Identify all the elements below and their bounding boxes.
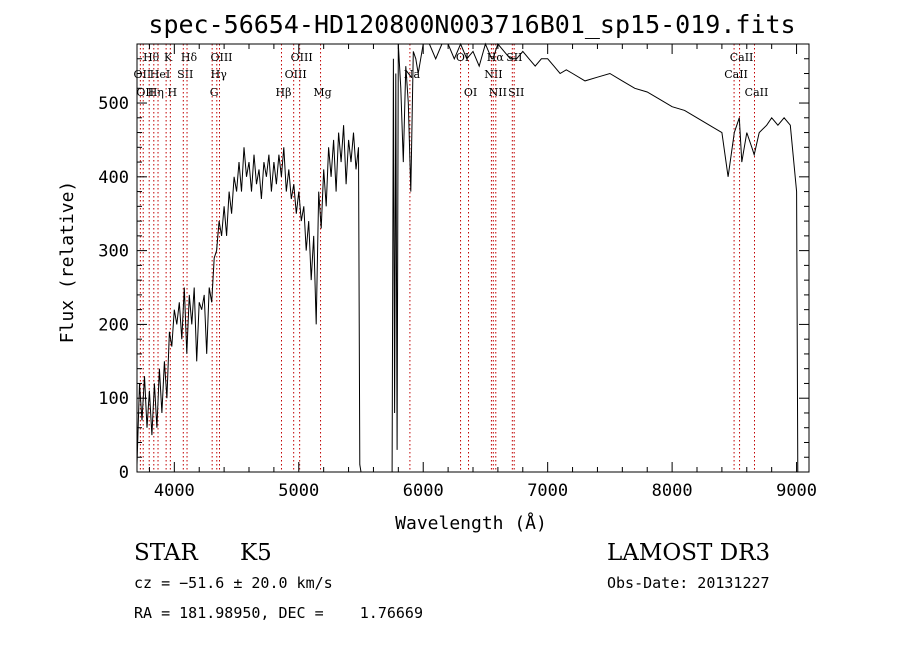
redshift-text: cz = −51.6 ± 20.0 km/s xyxy=(134,574,333,592)
x-tick-label: 7000 xyxy=(527,481,568,501)
line-marker-label: Hθ xyxy=(143,51,160,64)
obs-date: Obs-Date: 20131227 xyxy=(607,574,770,592)
y-tick-label: 300 xyxy=(98,242,129,262)
object-class: STAR xyxy=(134,540,198,566)
spectrum-line xyxy=(136,42,799,473)
line-marker-label: Na xyxy=(404,68,421,81)
line-marker-label: H xyxy=(168,86,178,99)
x-tick-label: 5000 xyxy=(278,481,319,501)
line-marker-label: NII xyxy=(484,68,502,81)
y-tick-label: 400 xyxy=(98,168,129,188)
y-tick-label: 500 xyxy=(98,94,129,114)
y-tick-label: 0 xyxy=(119,463,129,483)
plot-frame xyxy=(136,43,810,473)
x-tick-label: 4000 xyxy=(154,481,195,501)
x-axis-label: Wavelength (Å) xyxy=(395,512,547,534)
line-marker-label: OI xyxy=(464,86,477,99)
line-marker-label: CaII xyxy=(730,51,754,64)
line-marker-label: Mg xyxy=(313,86,331,99)
y-tick-label: 200 xyxy=(98,315,129,335)
line-marker-label: OIII xyxy=(291,51,313,64)
y-axis-label: Flux (relative) xyxy=(57,181,78,344)
coordinates: RA = 181.98950, DEC = 1.76669 xyxy=(134,604,423,622)
line-marker-label: G xyxy=(210,86,219,99)
line-marker-label: OIII xyxy=(285,68,307,81)
line-marker-label: SII xyxy=(508,86,524,99)
line-marker-label: CaII xyxy=(745,86,769,99)
y-tick-label: 100 xyxy=(98,389,129,409)
line-marker-label: Hγ xyxy=(211,68,228,81)
x-tick-label: 6000 xyxy=(403,481,444,501)
survey-name: LAMOST DR3 xyxy=(607,540,771,566)
line-marker-label: Hβ xyxy=(276,86,292,99)
line-marker-label: HeI xyxy=(150,68,170,81)
chart-title: spec-56654-HD120800N003716B01_sp15-019.f… xyxy=(148,10,795,39)
line-marker-label: NII xyxy=(489,86,507,99)
x-tick-label: 9000 xyxy=(776,481,817,501)
line-marker-label: OI xyxy=(456,51,469,64)
axis-ticks: 4000 5000 6000 7000 8000 9000 0 100 200 300 400 500 xyxy=(98,44,817,501)
line-marker-label: Hη xyxy=(148,86,164,99)
line-marker-label: Hδ xyxy=(181,51,198,64)
line-marker-label: OII xyxy=(134,68,152,81)
line-marker-label: K xyxy=(164,51,173,64)
line-marker-label: OIII xyxy=(210,51,232,64)
emission-line-markers: OIIOIIHθHηHeIKHSIIHδGHγOIIIHβOIIIOIIIMgN… xyxy=(134,44,769,472)
object-subclass: K5 xyxy=(240,540,272,566)
line-marker-label: CaII xyxy=(724,68,748,81)
x-tick-label: 8000 xyxy=(652,481,693,501)
line-marker-label: SII xyxy=(177,68,193,81)
